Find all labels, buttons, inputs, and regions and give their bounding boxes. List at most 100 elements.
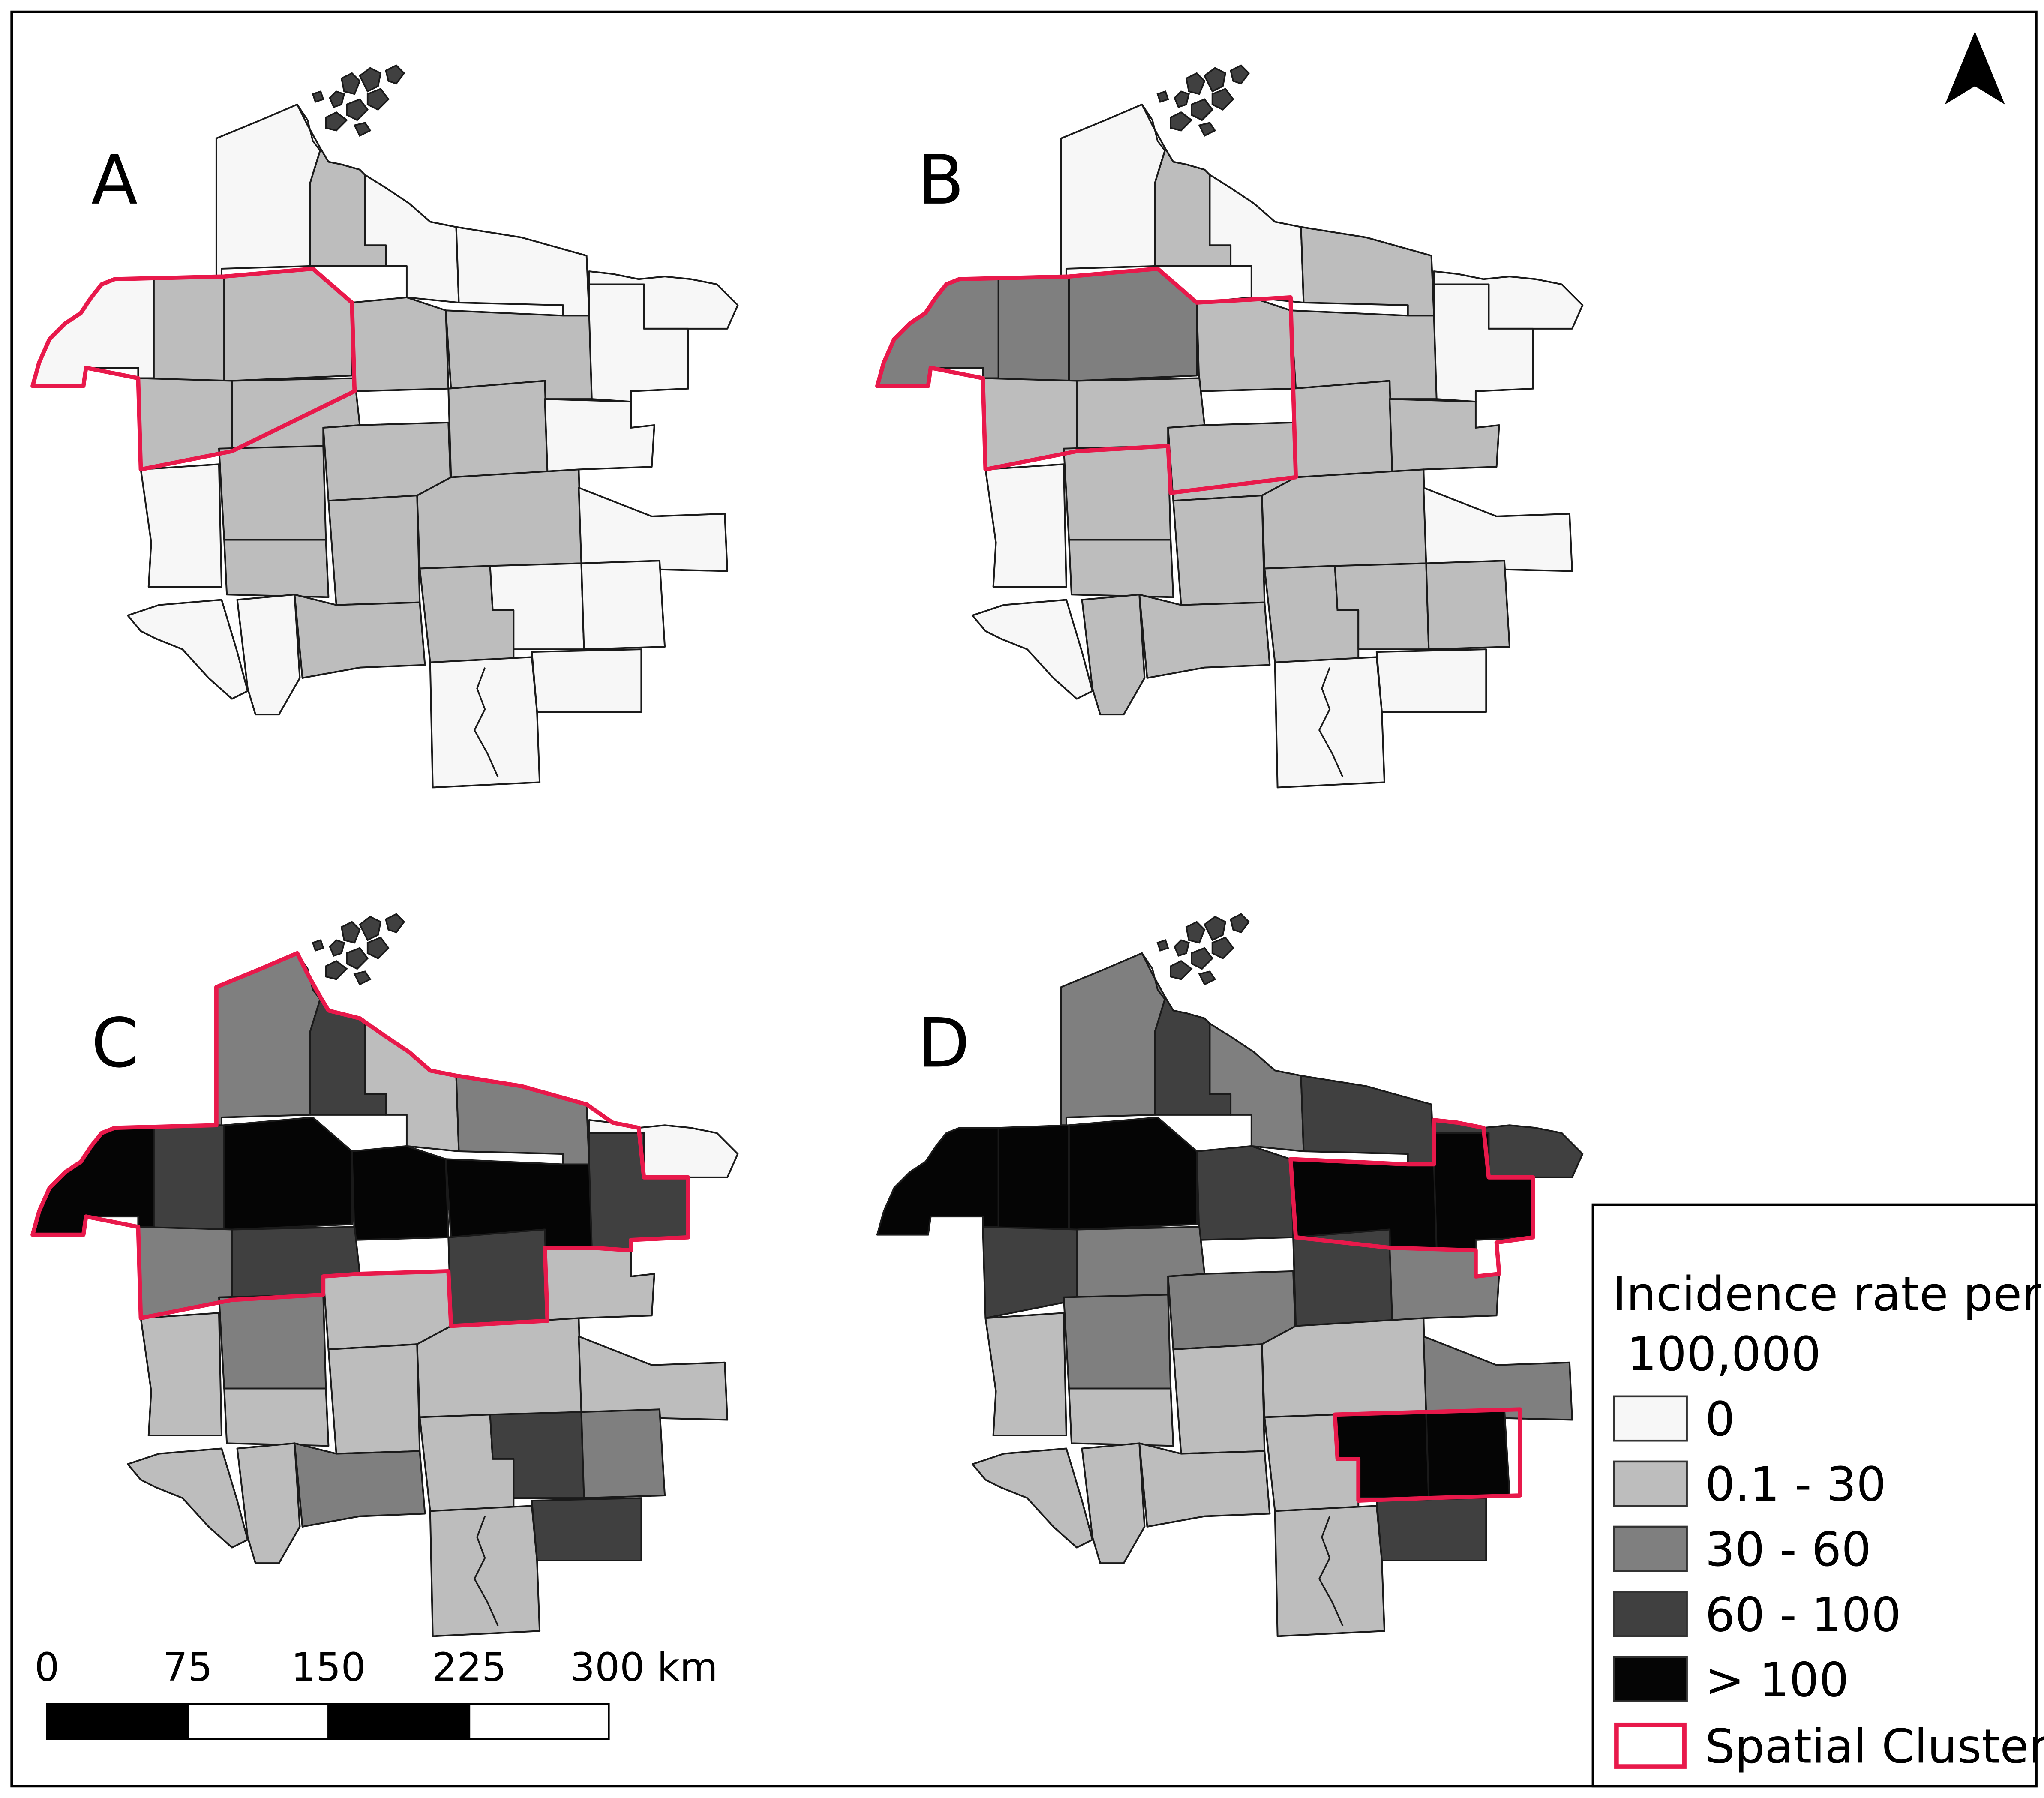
county-c6 (416, 1317, 582, 1418)
county-c6 (416, 468, 582, 570)
county-se2 (1375, 648, 1487, 713)
legend-swatch-1 (1613, 1460, 1688, 1507)
islands (312, 913, 405, 985)
coastline (1141, 104, 1166, 152)
county-south (1274, 1505, 1386, 1637)
river-line (1318, 667, 1344, 777)
legend-label-4: > 100 (1705, 1652, 1849, 1707)
county-nw (876, 1127, 999, 1236)
county-n2 (1068, 1116, 1198, 1231)
spatial-cluster-outline-1 (1288, 1118, 1535, 1279)
county-sw1 (984, 463, 1067, 588)
county-c5 (1172, 1343, 1266, 1455)
county-c4 (1292, 380, 1393, 478)
county-s3 (294, 594, 426, 679)
county-s2 (223, 1387, 330, 1447)
north-arrow-icon (1945, 31, 2005, 105)
panel-label-d: D (918, 1004, 970, 1083)
county-se2 (1375, 1497, 1487, 1562)
county-se1 (1425, 560, 1510, 651)
legend: Incidence rate per 100,000 0 0.1 - 30 30… (1612, 1267, 2044, 1774)
county-c1 (351, 296, 450, 392)
county-c6 (1261, 1317, 1427, 1418)
county-n2 (223, 1116, 353, 1231)
county-sw1 (984, 1312, 1067, 1437)
legend-label-3: 60 - 100 (1705, 1587, 1901, 1642)
spatial-cluster-outline-2 (1333, 1407, 1522, 1503)
county-ne2 (1300, 1075, 1435, 1165)
panel-label-b: B (918, 141, 964, 220)
map-panel-b (875, 64, 1584, 789)
scale-tick-3: 225 (432, 1644, 507, 1690)
scale-bar: 0 75 150 225 300 km (34, 1644, 718, 1740)
legend-swatch-4 (1613, 1656, 1688, 1702)
county-sw1 (140, 1312, 223, 1437)
county-c1 (1196, 296, 1294, 392)
river-line (1318, 1516, 1344, 1626)
county-sw2 (971, 599, 1093, 700)
county-se1 (580, 1408, 666, 1499)
county-c4 (447, 1228, 549, 1327)
scale-tick-4: 300 km (570, 1644, 718, 1690)
county-sw2 (127, 1447, 249, 1549)
scale-seg-4 (468, 1703, 610, 1740)
county-sw3 (1081, 594, 1146, 716)
county-se2 (531, 648, 642, 713)
county-north (1060, 952, 1167, 1126)
county-s3 (1138, 594, 1271, 679)
legend-swatch-0 (1613, 1395, 1688, 1442)
coastline (1141, 952, 1166, 1001)
county-se1 (1425, 1408, 1510, 1499)
islands (312, 64, 405, 137)
scale-tick-1: 75 (163, 1644, 213, 1690)
map-panel-d (876, 913, 1584, 1637)
county-c5 (327, 1343, 421, 1455)
legend-label-cluster: Spatial Cluster (1705, 1719, 2044, 1774)
legend-title-line2: 100,000 (1627, 1327, 1821, 1381)
county-e3 (578, 486, 729, 572)
river-line (474, 667, 499, 777)
islands (1156, 64, 1250, 137)
legend-label-1: 0.1 - 30 (1705, 1457, 1886, 1512)
county-s3 (1138, 1442, 1271, 1528)
county-tri (1209, 174, 1305, 304)
county-c4 (447, 380, 549, 478)
county-tri (364, 174, 460, 304)
county-ne2 (455, 226, 590, 317)
county-s2 (1068, 539, 1174, 598)
river-line (474, 1516, 499, 1626)
county-e3 (1423, 1335, 1573, 1421)
legend-label-2: 30 - 60 (1705, 1522, 1871, 1577)
county-sw1 (140, 463, 223, 588)
county-e3 (1423, 486, 1573, 572)
county-n1 (153, 1124, 225, 1231)
spatial-cluster-outline-1 (30, 951, 690, 1328)
figure-frame (10, 10, 2038, 1788)
spatial-cluster-outline-1 (30, 267, 357, 472)
county-c1 (351, 1145, 450, 1241)
county-c1 (1196, 1145, 1294, 1241)
scale-seg-3 (327, 1703, 471, 1740)
county-e3 (578, 1335, 729, 1421)
county-south (429, 1505, 541, 1637)
county-tri (1209, 1022, 1305, 1152)
county-south (429, 656, 541, 789)
county-se1 (580, 560, 666, 651)
scale-seg-1 (46, 1703, 189, 1740)
legend-label-0: 0 (1705, 1392, 1735, 1447)
spatial-cluster-outline-1 (875, 267, 1298, 495)
county-s1 (1063, 1294, 1172, 1390)
county-n1 (997, 276, 1070, 382)
scale-tick-2: 150 (291, 1644, 366, 1690)
county-north (215, 103, 322, 278)
county-s1 (1063, 445, 1172, 541)
county-sw3 (236, 1442, 301, 1564)
county-s3 (294, 1442, 426, 1528)
county-sw3 (1081, 1442, 1146, 1564)
county-ne2 (455, 1075, 590, 1165)
legend-swatch-3 (1613, 1591, 1688, 1637)
legend-swatch-2 (1613, 1525, 1688, 1572)
county-se2 (531, 1497, 642, 1562)
county-n1 (997, 1124, 1070, 1231)
county-ne2 (1300, 226, 1435, 317)
